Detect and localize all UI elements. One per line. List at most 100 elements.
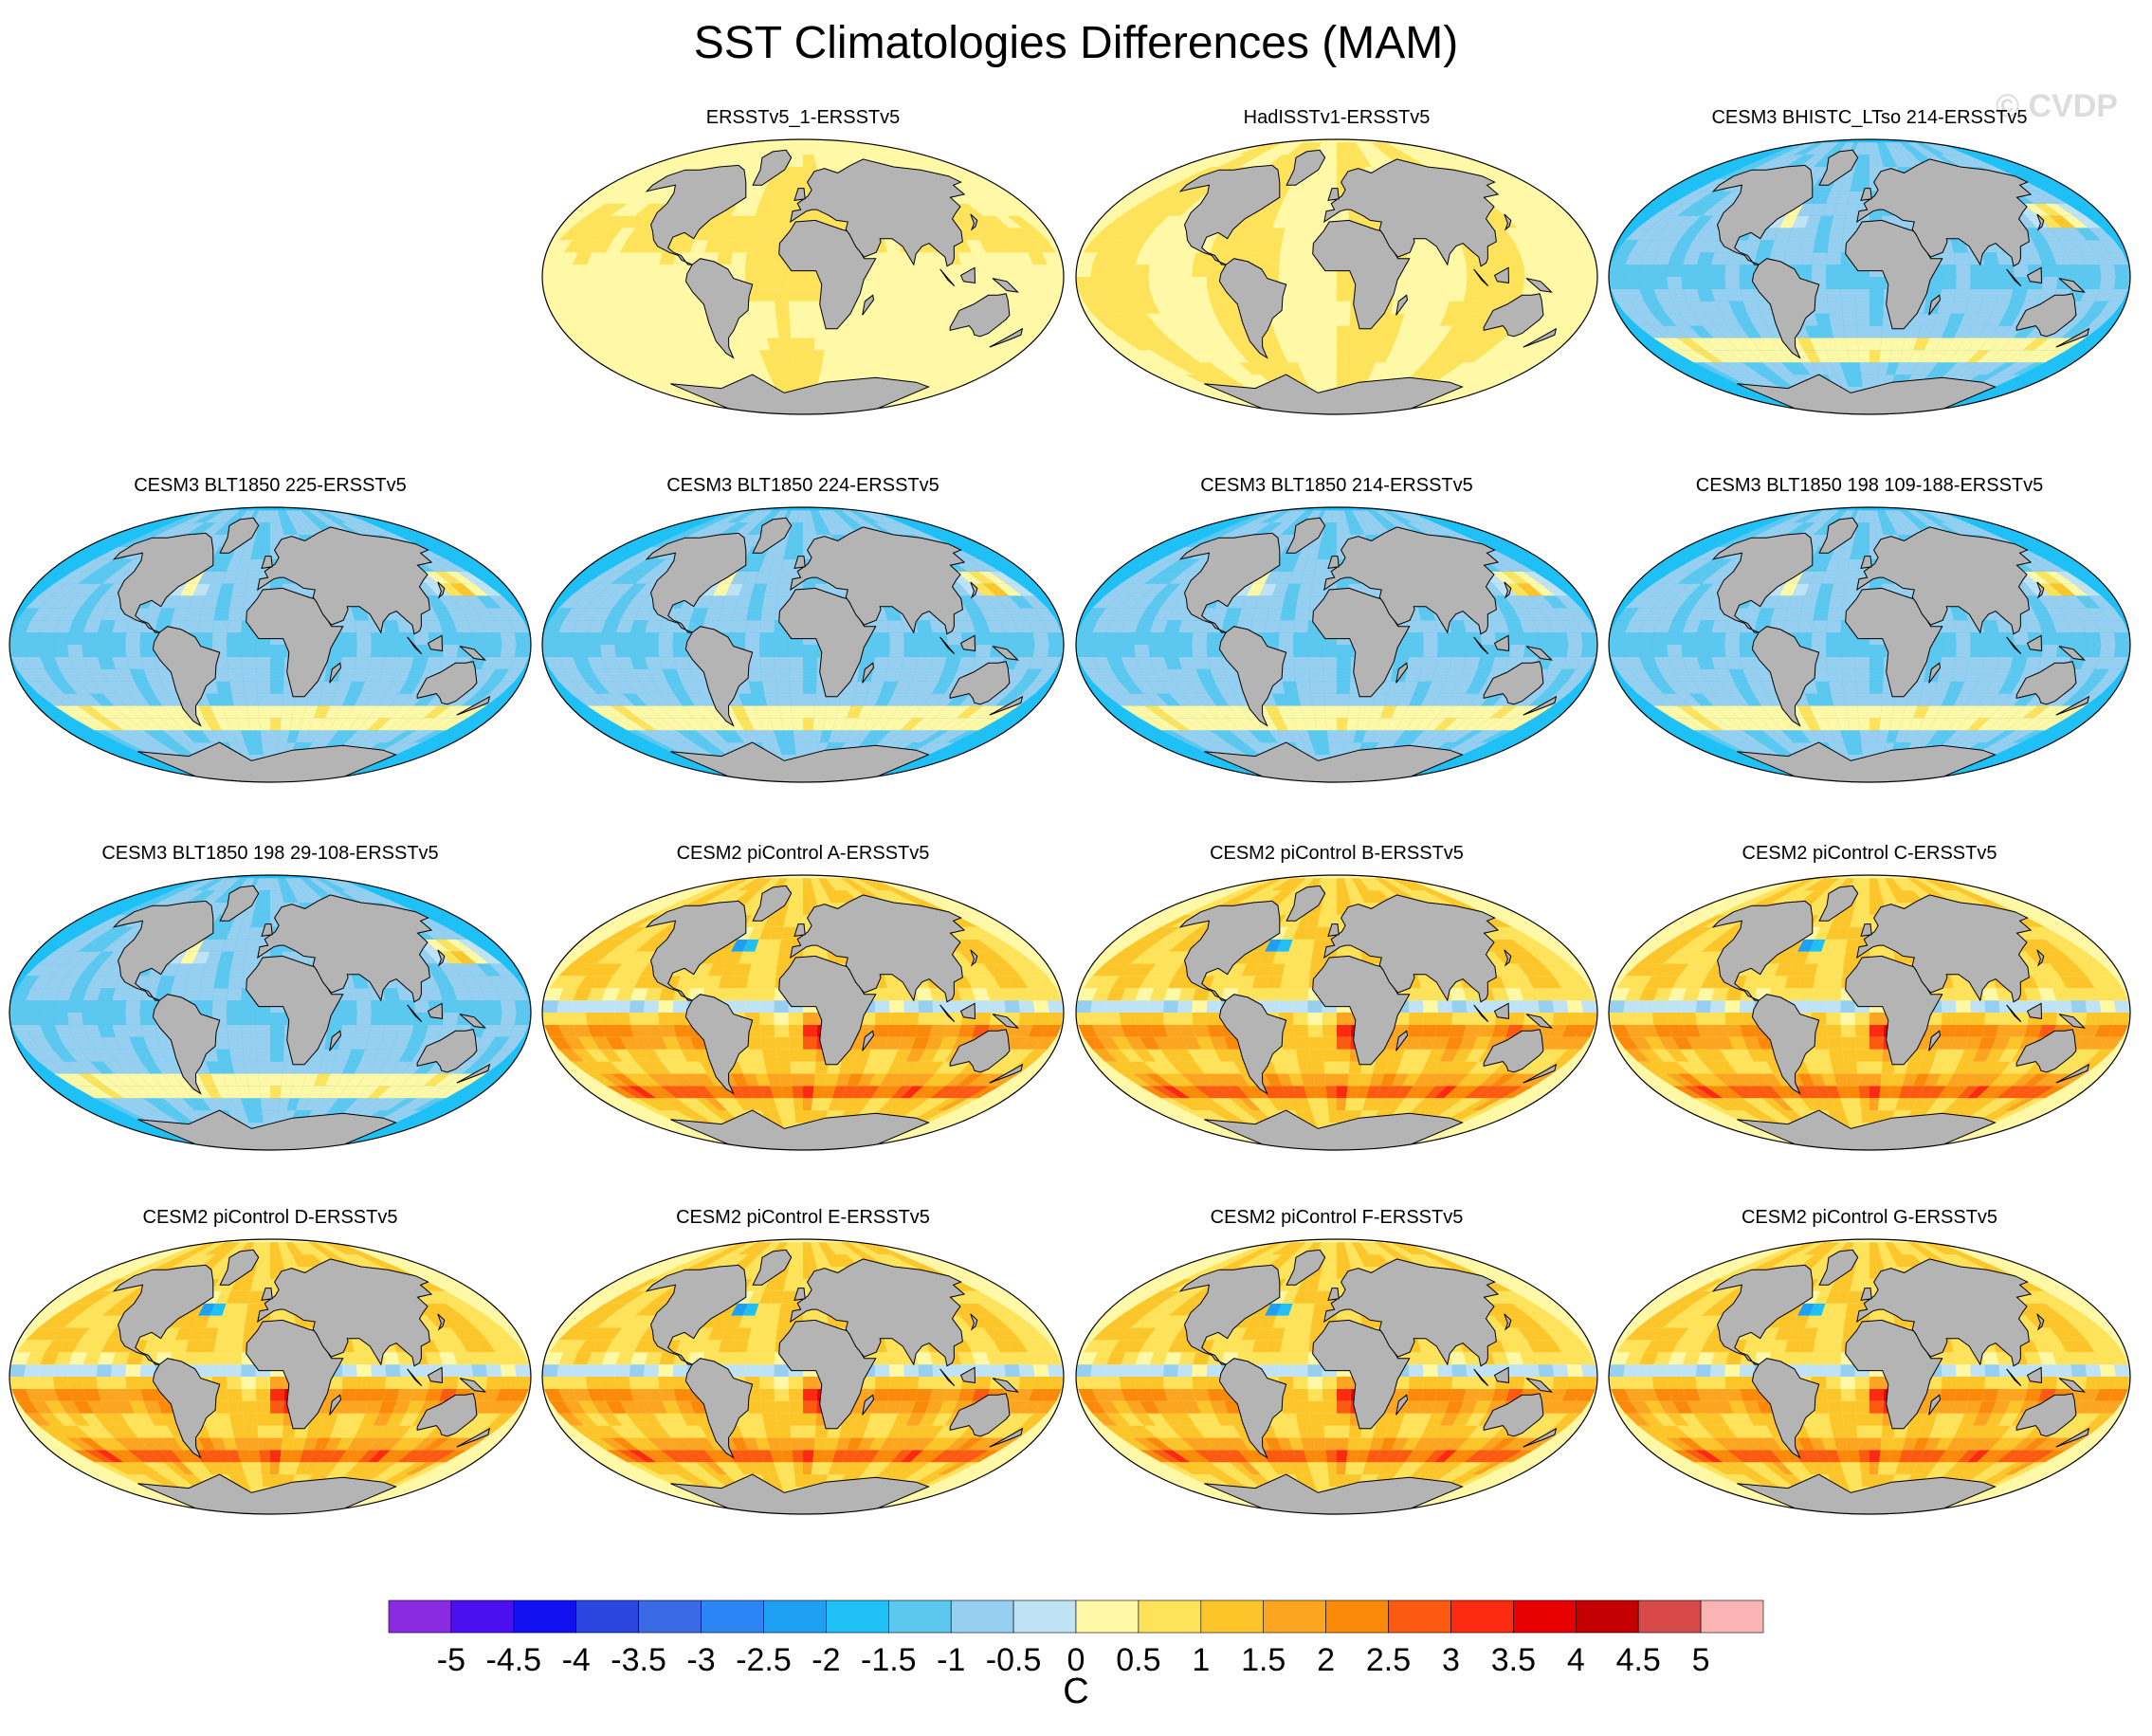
panel-title: ERSSTv5_1-ERSSTv5 xyxy=(705,107,901,128)
land-mask xyxy=(1204,741,1464,782)
map-panel: CESM3 BLT1850 198 29-108-ERSSTv5 xyxy=(5,842,536,1207)
land-mask xyxy=(246,587,344,698)
sst-difference-map xyxy=(1075,506,1598,783)
land-mask xyxy=(2026,266,2043,283)
land-mask xyxy=(1178,164,1281,265)
land-mask xyxy=(1493,1366,1510,1383)
land-mask xyxy=(1286,517,1326,554)
land-mask xyxy=(949,293,1011,338)
colorbar-swatch xyxy=(1200,1599,1265,1634)
land-mask xyxy=(752,1249,793,1286)
land-mask xyxy=(1856,1258,2033,1367)
land-mask xyxy=(1395,662,1409,684)
land-mask xyxy=(684,626,754,727)
land-mask xyxy=(752,517,793,554)
figure-title: SST Climatologies Differences (MAM) xyxy=(693,18,1459,68)
map-outline xyxy=(541,506,1065,783)
colorbar-tick-label: 1 xyxy=(1192,1642,1210,1678)
land-mask xyxy=(427,1002,444,1019)
sst-difference-map xyxy=(541,138,1065,415)
land-mask xyxy=(459,1378,487,1393)
land-mask xyxy=(246,1319,344,1430)
colorbar-tick-label: 3.5 xyxy=(1491,1642,1536,1678)
land-mask xyxy=(1525,1014,1554,1029)
land-mask xyxy=(645,900,747,1001)
land-mask xyxy=(1473,268,1489,287)
land-mask xyxy=(1737,1473,1997,1514)
land-mask xyxy=(152,1358,221,1459)
land-mask xyxy=(257,1258,433,1367)
land-mask xyxy=(970,949,978,967)
sst-difference-map xyxy=(1608,506,2131,783)
land-mask xyxy=(959,1002,976,1019)
land-mask xyxy=(778,219,877,330)
land-mask xyxy=(219,517,260,554)
land-mask xyxy=(1737,741,1997,782)
land-mask xyxy=(1845,587,1943,698)
land-mask xyxy=(970,1313,978,1331)
colorbar-swatch xyxy=(887,1599,952,1634)
colorbar-tick-label: -5 xyxy=(437,1642,465,1678)
land-mask xyxy=(684,1358,754,1459)
land-mask xyxy=(684,258,754,359)
land-mask xyxy=(1751,626,1820,727)
land-mask xyxy=(1218,626,1287,727)
land-mask xyxy=(670,741,930,782)
map-panel: CESM3 BLT1850 214-ERSSTv5 xyxy=(1071,474,1602,839)
panel-title: HadISSTv1-ERSSTv5 xyxy=(1243,107,1431,128)
map-outline xyxy=(541,1238,1065,1515)
land-mask xyxy=(939,1004,956,1023)
land-mask xyxy=(939,268,956,287)
colorbar-tick-label: 4.5 xyxy=(1616,1642,1661,1678)
land-mask xyxy=(329,1394,342,1416)
land-mask xyxy=(437,949,446,967)
land-mask xyxy=(2036,213,2045,231)
map-panel: CESM2 piControl F-ERSSTv5 xyxy=(1071,1206,1602,1571)
sst-difference-map xyxy=(1075,138,1598,415)
land-mask xyxy=(790,1258,966,1367)
land-mask xyxy=(416,1029,478,1073)
land-mask xyxy=(137,1109,397,1150)
colorbar-swatch xyxy=(1388,1599,1451,1634)
land-mask xyxy=(1860,188,1872,202)
land-mask xyxy=(1483,661,1544,705)
map-outline xyxy=(1075,506,1598,783)
land-mask xyxy=(219,885,260,922)
land-mask xyxy=(939,636,956,655)
map-panel: CESM3 BLT1850 224-ERSSTv5 xyxy=(538,474,1068,839)
land-mask xyxy=(670,1473,930,1514)
colorbar-tick-label: 5 xyxy=(1692,1642,1710,1678)
land-mask xyxy=(1473,636,1489,655)
land-mask xyxy=(1504,1313,1512,1331)
land-mask xyxy=(1751,994,1820,1095)
land-mask xyxy=(1711,164,1814,265)
map-panel: CESM3 BHISTC_LTso 214-ERSSTv5 xyxy=(1604,106,2135,471)
colorbar-tick-label: 1.5 xyxy=(1241,1642,1286,1678)
colorbar-tick-label: -0.5 xyxy=(986,1642,1042,1678)
land-mask xyxy=(1928,1030,1942,1051)
map-outline xyxy=(1608,506,2131,783)
land-mask xyxy=(1323,158,1500,267)
land-mask xyxy=(2026,1366,2043,1383)
colorbar-tick-label: -4 xyxy=(562,1642,591,1678)
colorbar-tick-label: 3 xyxy=(1442,1642,1460,1678)
land-mask xyxy=(959,634,976,651)
sst-difference-map xyxy=(1608,138,2131,415)
land-mask xyxy=(1493,266,1510,283)
land-mask xyxy=(970,581,978,599)
map-outline xyxy=(1075,138,1598,415)
land-mask xyxy=(1860,1288,1872,1302)
land-mask xyxy=(407,636,423,655)
land-mask xyxy=(1327,1288,1340,1302)
colorbar-tick-label: -1 xyxy=(937,1642,965,1678)
land-mask xyxy=(427,634,444,651)
colorbar-swatch xyxy=(1263,1599,1326,1634)
colorbar-swatch xyxy=(1012,1599,1077,1634)
map-outline xyxy=(9,874,532,1151)
land-mask xyxy=(989,327,1024,348)
colorbar-tick-label: -2 xyxy=(812,1642,840,1678)
land-mask xyxy=(949,661,1011,705)
land-mask xyxy=(1523,1427,1558,1448)
land-mask xyxy=(862,1394,875,1416)
